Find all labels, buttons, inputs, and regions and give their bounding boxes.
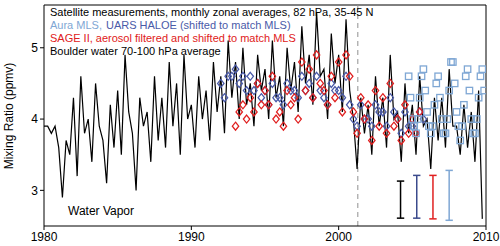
svg-text:2010: 2010 xyxy=(473,230,500,244)
html-text:Boulder water 70-100 hPa avera: Boulder water 70-100 hPa average xyxy=(50,45,221,57)
svg-text:4: 4 xyxy=(31,112,38,126)
html-text:Aura MLS, UARS HALOE (shifted: Aura MLS, UARS HALOE (shifted to match M… xyxy=(50,19,291,31)
svg-text:2000: 2000 xyxy=(325,230,352,244)
svg-text:3: 3 xyxy=(31,184,38,198)
svg-text:1980: 1980 xyxy=(31,230,58,244)
svg-text:1990: 1990 xyxy=(178,230,205,244)
svg-text:5: 5 xyxy=(31,41,38,55)
html-text:Water Vapor: Water Vapor xyxy=(68,204,134,218)
html-text:Mixing Ratio (ppmv): Mixing Ratio (ppmv) xyxy=(2,62,16,169)
html-text:SAGE II, aerosol filtered and: SAGE II, aerosol filtered and shifted to… xyxy=(50,32,296,44)
html-text:Satellite measurements, monthl: Satellite measurements, monthly zonal av… xyxy=(50,6,374,18)
